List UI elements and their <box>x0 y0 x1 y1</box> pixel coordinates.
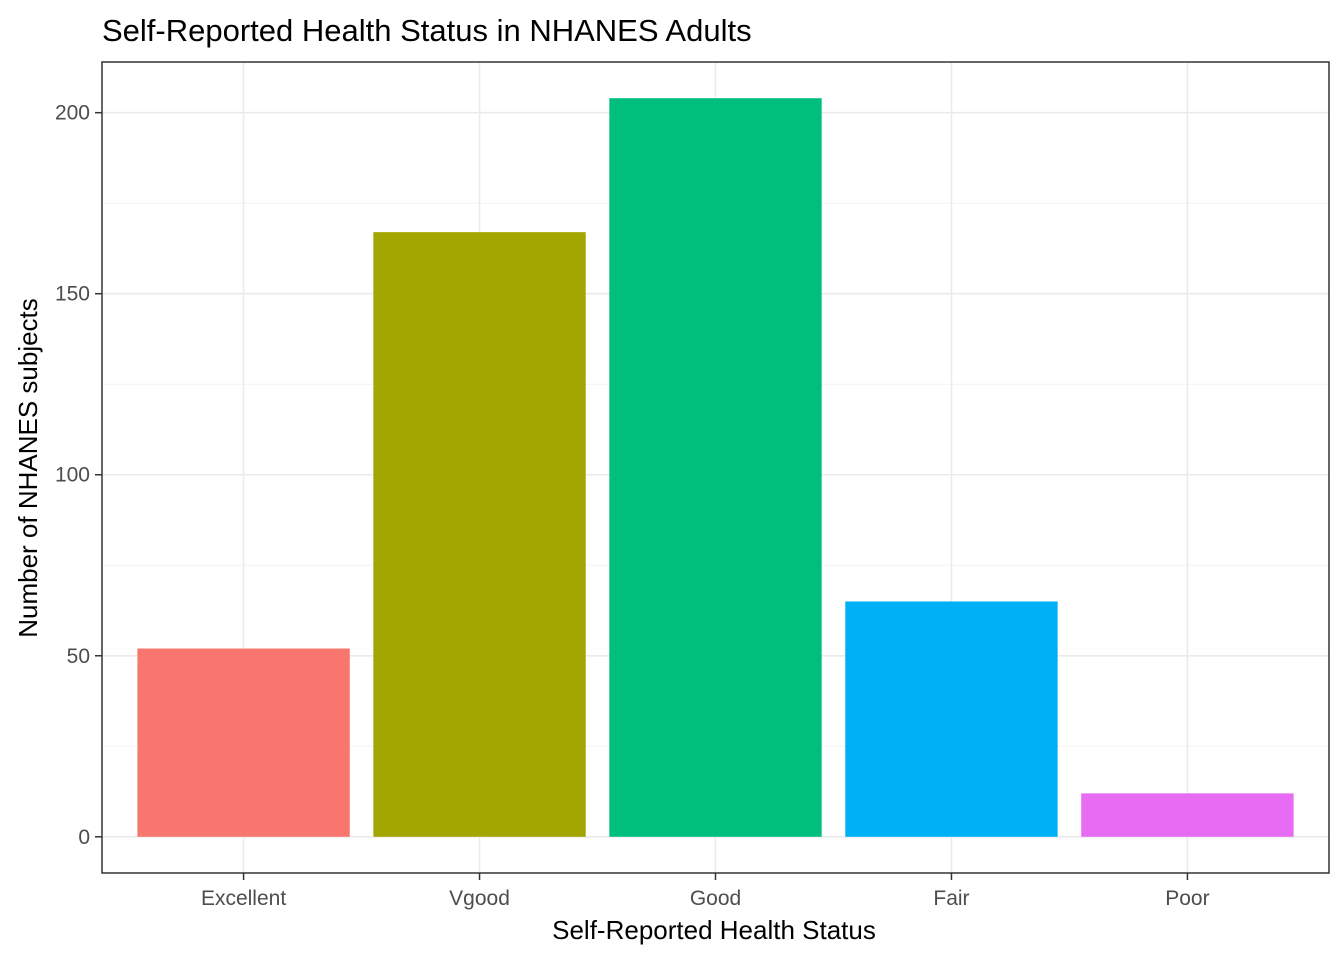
bar-fair <box>845 601 1058 837</box>
bar-vgood <box>373 232 586 837</box>
x-axis: Excellent Vgood Good Fair Poor <box>201 873 1210 910</box>
bar-poor <box>1081 793 1294 837</box>
y-tick-label: 200 <box>55 102 90 125</box>
bar-excellent <box>137 648 350 837</box>
y-axis: 0 50 100 150 200 <box>55 102 102 849</box>
x-tick-label: Fair <box>933 887 969 910</box>
x-tick-label: Poor <box>1165 887 1209 910</box>
y-axis-title: Number of NHANES subjects <box>13 298 43 638</box>
chart-title: Self-Reported Health Status in NHANES Ad… <box>102 13 752 48</box>
bars <box>137 98 1294 837</box>
x-tick-label: Vgood <box>449 887 510 910</box>
x-axis-title: Self-Reported Health Status <box>552 915 876 945</box>
y-tick-label: 150 <box>55 283 90 306</box>
y-tick-label: 100 <box>55 464 90 487</box>
x-tick-label: Good <box>690 887 741 910</box>
x-tick-label: Excellent <box>201 887 286 910</box>
y-tick-label: 0 <box>78 826 90 849</box>
y-tick-label: 50 <box>67 645 90 668</box>
bar-good <box>609 98 822 837</box>
